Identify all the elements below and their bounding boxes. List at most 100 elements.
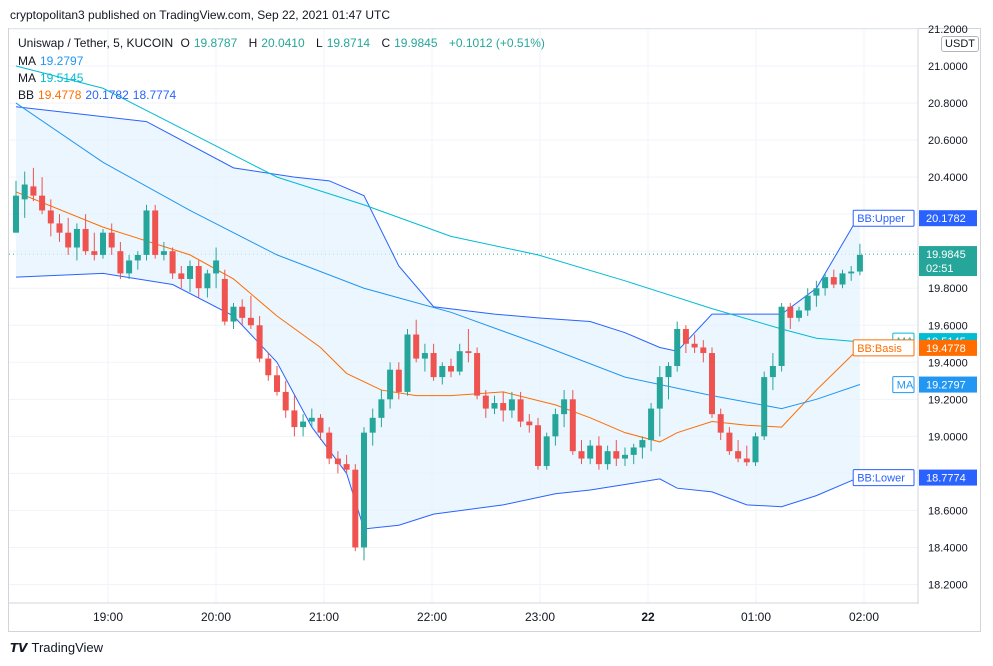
candle <box>143 204 150 261</box>
candle <box>822 273 829 296</box>
currency-badge[interactable]: USDT <box>941 36 979 52</box>
candle-body <box>543 436 550 466</box>
candle <box>517 391 524 428</box>
candle <box>508 391 515 418</box>
price-tag: BB:Basis 19.4778 <box>852 339 977 357</box>
candle <box>761 371 768 441</box>
candle <box>282 380 289 418</box>
price-tag-countdown: 02:51 <box>926 263 954 275</box>
candle <box>187 260 193 292</box>
candle-body <box>691 343 698 348</box>
candle-body <box>639 440 646 448</box>
footer: 𝙏𝙑 TradingView <box>10 640 103 655</box>
price-tag-label: BB:Upper <box>857 213 905 225</box>
candle-body <box>247 317 254 326</box>
candle-body <box>100 232 106 255</box>
candle <box>65 217 72 255</box>
candle-body <box>126 260 133 274</box>
candle-body <box>778 306 785 366</box>
candles <box>13 167 863 561</box>
x-tick-label: 02:00 <box>849 610 879 624</box>
candle-body <box>134 254 141 261</box>
candle-body <box>552 414 559 437</box>
candle-body <box>361 432 367 548</box>
legend-ma-fast: MA 19.2797 <box>18 54 84 68</box>
candle-body <box>587 445 594 459</box>
candle-body <box>274 375 280 392</box>
candle <box>752 432 759 466</box>
candle-body <box>787 306 794 318</box>
candle-body <box>404 334 411 392</box>
candle <box>665 362 672 400</box>
candle-body <box>500 403 507 411</box>
candle <box>126 254 133 279</box>
price-tag: BB:Lower 18.7774 <box>852 469 977 487</box>
candle <box>552 408 559 446</box>
candle-body <box>300 421 307 428</box>
price-tag-label: BB:Lower <box>857 473 905 485</box>
candle-body <box>378 399 385 418</box>
candle <box>387 362 394 409</box>
price-tag-value-box <box>919 339 977 356</box>
candle-body <box>622 454 628 459</box>
candle-body <box>65 232 72 248</box>
candle <box>421 343 428 372</box>
candle-body <box>595 445 602 465</box>
y-tick-label: 20.8000 <box>928 98 968 110</box>
y-tick-label: 19.4000 <box>928 357 968 369</box>
candle <box>639 436 646 459</box>
candle-body <box>326 432 333 459</box>
candle-body <box>108 232 115 248</box>
price-tags: BB:Upper20.178219.984502:51MA19.5145BB:B… <box>852 209 977 487</box>
candle-body <box>456 351 463 372</box>
price-tag-label-box <box>852 339 915 357</box>
candle-body <box>13 195 19 233</box>
candle <box>152 204 159 259</box>
candle <box>108 223 115 255</box>
price-tag-value-box <box>919 376 977 393</box>
candle <box>830 269 837 289</box>
candle <box>82 214 89 255</box>
candle <box>682 325 689 354</box>
candle <box>456 343 463 376</box>
x-tick-label: 23:00 <box>525 610 555 624</box>
symbol-label[interactable]: Uniswap / Tether, 5, KUCOIN <box>18 36 174 50</box>
ma-fast-line <box>15 102 861 410</box>
candle-body <box>413 334 420 359</box>
candle-body <box>213 260 220 274</box>
candle <box>691 334 698 354</box>
candle-body <box>143 210 150 255</box>
candle <box>117 241 124 279</box>
candle <box>100 228 106 259</box>
candle-body <box>508 399 515 411</box>
y-tick-label: 21.0000 <box>928 61 968 73</box>
candle-body <box>47 210 54 224</box>
candle <box>491 395 498 415</box>
candle-body <box>282 391 289 411</box>
candle <box>30 167 37 202</box>
bollinger-bands <box>15 106 861 530</box>
tradingview-logo-icon: 𝙏𝙑 <box>10 640 28 655</box>
candle <box>256 316 263 363</box>
price-tag-value: 19.2797 <box>926 380 966 392</box>
candle-body <box>178 273 185 279</box>
moving-averages <box>15 65 861 410</box>
low-value: L 19.8714 <box>316 36 371 50</box>
candle <box>73 223 80 261</box>
candle-body <box>448 365 454 372</box>
candle <box>326 427 333 465</box>
candle <box>839 269 846 289</box>
candle <box>91 232 98 261</box>
candle <box>378 390 385 428</box>
candle-body <box>91 251 98 255</box>
candle-body <box>395 369 402 392</box>
y-tick-label: 18.6000 <box>928 505 968 517</box>
bb-fill <box>16 106 860 529</box>
y-tick-label: 19.8000 <box>928 283 968 295</box>
price-tag-value: 19.9845 <box>926 249 966 261</box>
candle <box>535 417 541 470</box>
change-value: +0.1012 (+0.51%) <box>448 36 545 50</box>
candle <box>430 343 437 381</box>
open-value: O 19.8787 <box>180 36 238 50</box>
